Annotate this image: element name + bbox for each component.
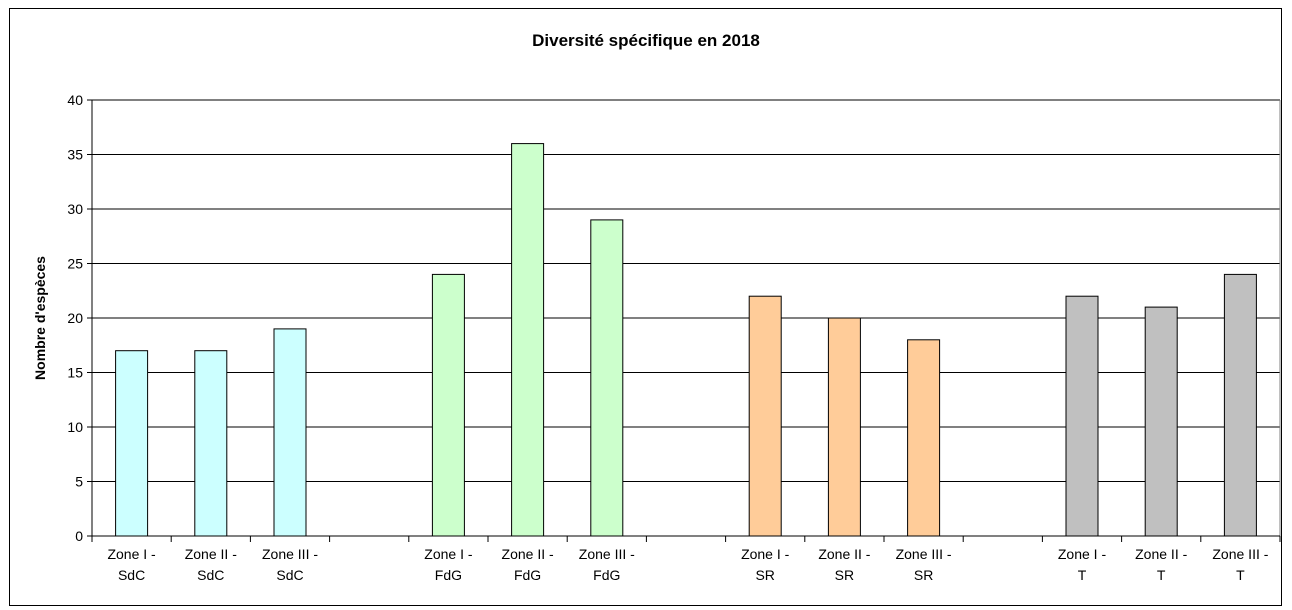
x-category-label: Zone II -T [1135,546,1187,583]
bar [748,295,782,537]
y-axis-label: Nombre d'espèces [32,256,48,380]
y-tick-label: 15 [67,365,83,381]
y-tick-label: 40 [67,92,83,108]
bar [1223,273,1257,537]
bar [590,219,624,537]
chart-title: Diversité spécifique en 2018 [532,31,760,50]
bar [115,350,149,537]
y-tick-label: 0 [75,528,83,544]
y-tick-label: 10 [67,419,83,435]
bar [1065,295,1099,537]
bar [907,339,941,537]
x-category-label: Zone I -SdC [107,546,156,583]
y-tick-label: 5 [75,474,83,490]
bar [194,350,228,537]
y-tick-label: 30 [67,201,83,217]
bar [511,143,545,537]
bar [273,328,307,537]
x-category-label: Zone II -FdG [502,546,554,583]
y-tick-label: 35 [67,147,83,163]
x-category-label: Zone I -T [1058,546,1107,583]
y-tick-label: 20 [67,310,83,326]
bar [827,317,861,537]
x-category-label: Zone III -SdC [262,546,318,583]
x-category-label: Zone II -SR [818,546,870,583]
x-category-label: Zone I -FdG [424,546,473,583]
bar [1144,306,1178,537]
x-category-label: Zone III -FdG [579,546,635,583]
bar [431,273,465,537]
x-category-label: Zone II -SdC [185,546,237,583]
y-tick-label: 25 [67,256,83,272]
x-category-label: Zone I -SR [741,546,790,583]
x-category-label: Zone III -SR [896,546,952,583]
x-category-label: Zone III -T [1212,546,1268,583]
